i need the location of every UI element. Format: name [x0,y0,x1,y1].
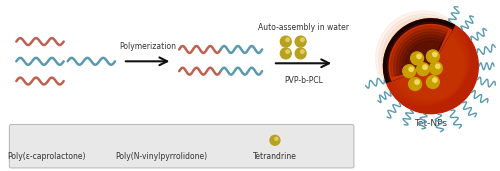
Circle shape [270,135,280,145]
Polygon shape [402,38,443,74]
Circle shape [378,14,470,105]
Circle shape [432,52,437,57]
Circle shape [432,78,437,82]
Circle shape [388,23,466,102]
Circle shape [275,137,278,140]
Circle shape [409,67,414,71]
Circle shape [280,36,291,47]
Circle shape [410,52,424,65]
Circle shape [390,26,466,101]
Circle shape [408,78,422,90]
Circle shape [300,38,304,42]
FancyBboxPatch shape [10,124,354,168]
Circle shape [382,17,468,104]
Circle shape [280,48,291,59]
Circle shape [423,65,427,69]
Circle shape [295,48,306,59]
Circle shape [415,80,420,84]
Circle shape [430,62,442,75]
Circle shape [376,11,470,106]
Wedge shape [384,19,454,82]
Circle shape [286,50,290,53]
Polygon shape [390,26,448,77]
Polygon shape [394,29,446,76]
Text: Tetrandrine: Tetrandrine [253,152,297,161]
Circle shape [384,19,478,114]
Polygon shape [396,32,446,75]
Circle shape [416,63,430,76]
Circle shape [394,29,464,100]
Polygon shape [406,41,442,73]
Circle shape [396,32,464,99]
Circle shape [436,64,440,68]
Polygon shape [389,25,452,81]
Circle shape [403,65,415,78]
Circle shape [426,50,440,63]
Circle shape [417,54,421,58]
Text: PVP-b-PCL: PVP-b-PCL [284,76,323,85]
Circle shape [286,38,290,42]
Text: Auto-assembly in water: Auto-assembly in water [258,23,349,32]
Polygon shape [400,35,444,74]
Circle shape [300,50,304,53]
Text: Poly(ε-caprolactone): Poly(ε-caprolactone) [8,152,86,161]
Circle shape [426,76,440,88]
Text: Polymerization: Polymerization [119,42,176,51]
Circle shape [384,20,468,103]
Wedge shape [388,23,452,81]
Circle shape [295,36,306,47]
Text: Tet-NPs: Tet-NPs [414,119,448,128]
Text: Poly(N-vinylpyrrolidone): Poly(N-vinylpyrrolidone) [116,152,208,161]
